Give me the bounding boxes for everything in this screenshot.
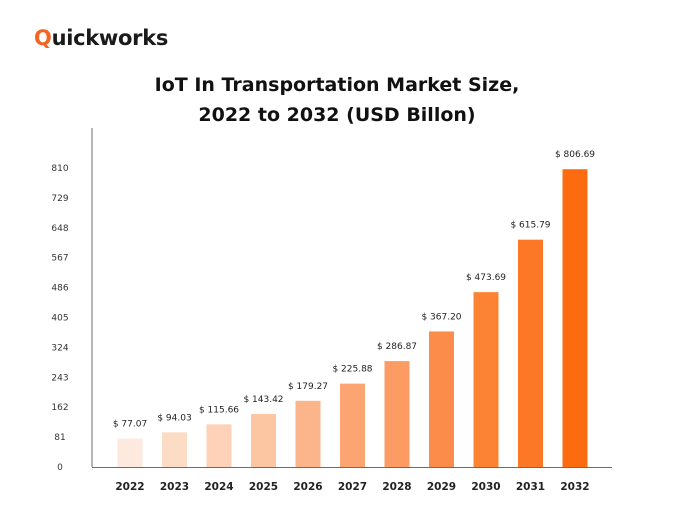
x-tick-label: 2031	[516, 481, 545, 493]
x-tick-label: 2025	[249, 481, 278, 493]
data-label: $ 77.07	[113, 420, 147, 430]
data-label: $ 225.88	[332, 365, 372, 375]
x-tick-label: 2024	[204, 481, 233, 493]
chart-title: IoT In Transportation Market Size, 2022 …	[0, 70, 674, 130]
x-tick-label: 2030	[471, 481, 500, 493]
bar	[117, 438, 143, 467]
data-label: $ 286.87	[377, 342, 417, 352]
y-tick-label: 81	[54, 433, 65, 443]
data-label: $ 143.42	[243, 395, 283, 405]
data-label: $ 94.03	[157, 413, 191, 423]
bar	[295, 400, 321, 467]
x-tick-label: 2022	[115, 481, 144, 493]
bar	[473, 292, 499, 467]
chart-title-line-2: 2022 to 2032 (USD Billon)	[198, 104, 476, 126]
bar	[206, 424, 232, 467]
x-tick-label: 2029	[427, 481, 456, 493]
data-label: $ 115.66	[199, 405, 239, 415]
bar	[562, 169, 588, 467]
y-tick-label: 810	[51, 164, 68, 174]
y-tick-label: 648	[51, 224, 68, 234]
chart-title-line-1: IoT In Transportation Market Size,	[154, 74, 520, 96]
bar	[384, 361, 410, 467]
data-label: $ 806.69	[555, 150, 595, 160]
x-tick-label: 2032	[560, 481, 589, 493]
y-tick-label: 405	[51, 314, 68, 324]
x-tick-label: 2023	[160, 481, 189, 493]
logo-wordmark: uickworks	[51, 26, 169, 50]
x-tick-label: 2028	[382, 481, 411, 493]
y-tick-label: 567	[51, 254, 68, 264]
bar	[429, 331, 454, 467]
bar	[251, 414, 276, 467]
y-tick-label: 0	[57, 463, 63, 473]
y-tick-label: 324	[51, 343, 68, 353]
data-label: $ 367.20	[421, 312, 461, 322]
x-tick-label: 2027	[338, 481, 367, 493]
y-tick-label: 729	[51, 194, 68, 204]
y-tick-label: 486	[51, 284, 68, 294]
data-label: $ 615.79	[510, 221, 550, 231]
bar	[340, 383, 365, 467]
y-tick-label: 243	[51, 373, 68, 383]
bar	[518, 239, 543, 467]
data-label: $ 179.27	[288, 382, 328, 392]
quickworks-logo: Quickworks	[34, 25, 168, 51]
x-tick-label: 2026	[293, 481, 322, 493]
logo-initial: Q	[34, 26, 52, 50]
data-label: $ 473.69	[466, 273, 506, 283]
y-tick-label: 162	[51, 403, 68, 413]
bar	[162, 432, 187, 467]
